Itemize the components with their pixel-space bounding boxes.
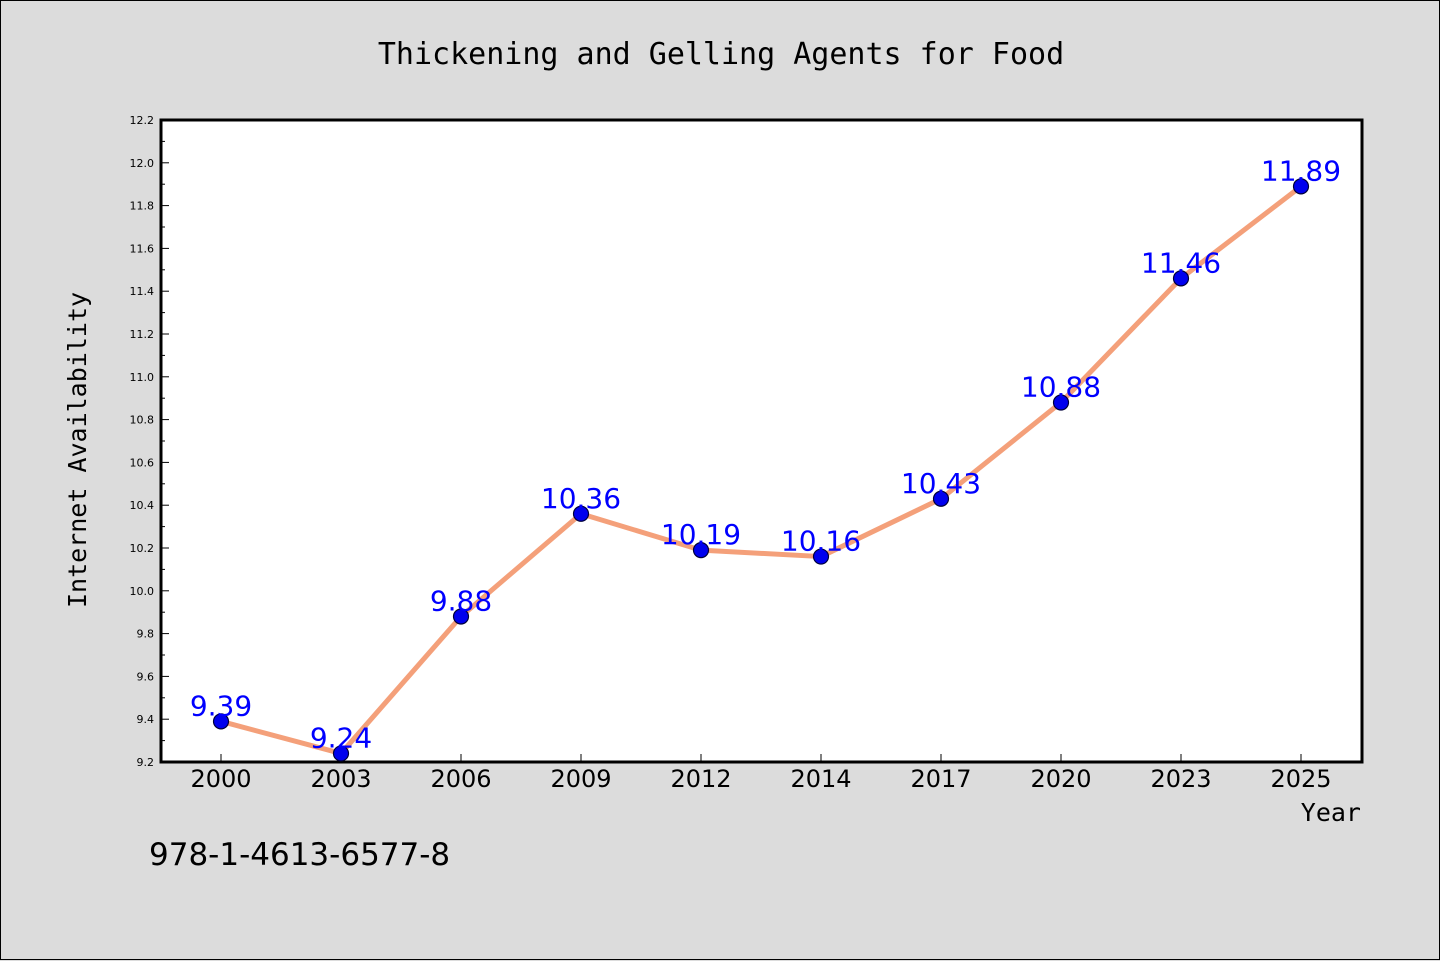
x-tick-label: 2000	[190, 765, 251, 793]
data-point	[332, 745, 350, 762]
data-point	[572, 505, 590, 522]
data-point	[212, 713, 230, 730]
y-tick-label: 11.6	[130, 242, 155, 255]
x-tick-label: 2003	[310, 765, 371, 793]
x-tick-label: 2009	[550, 765, 611, 793]
y-tick-label: 12.0	[130, 157, 155, 170]
y-tick-label: 10.2	[130, 542, 155, 555]
data-label: 9.39	[190, 689, 252, 722]
y-tick-label: 11.4	[130, 285, 155, 298]
y-tick-label: 9.6	[137, 670, 155, 683]
chart-title: Thickening and Gelling Agents for Food	[378, 37, 1064, 72]
data-point	[932, 490, 950, 507]
y-tick-label: 10.4	[130, 499, 155, 512]
y-axis-ticks: 9.2 9.4 9.6 9.8 10.0 10.2 10.4 10.6 10.8 11.0 11.2…	[130, 114, 169, 769]
data-label: 10.88	[1021, 370, 1101, 403]
x-tick-label: 2025	[1270, 765, 1331, 793]
data-label: 9.24	[310, 721, 372, 754]
data-point	[692, 542, 710, 559]
series-group: 9.39 9.24 9.88 10.36 10.19 10.16 10.43 10.88 11.…	[190, 154, 1341, 762]
x-tick-label: 2023	[1150, 765, 1211, 793]
data-label: 10.16	[781, 525, 861, 558]
y-tick-label: 9.2	[137, 756, 155, 769]
y-tick-label: 10.6	[130, 456, 155, 469]
y-tick-label: 10.8	[130, 414, 155, 427]
x-tick-label: 2020	[1030, 765, 1091, 793]
y-tick-label: 9.4	[137, 713, 155, 726]
x-tick-label: 2014	[790, 765, 851, 793]
x-axis-ticks: 2000 2003 2006 2009 2012 2014 2017 2020 2023 2025	[190, 754, 1332, 793]
x-tick-label: 2017	[910, 765, 971, 793]
data-label: 10.19	[661, 518, 741, 551]
y-tick-label: 11.0	[130, 371, 155, 384]
x-axis-label: Year	[1301, 798, 1361, 827]
y-tick-label: 11.8	[130, 200, 155, 213]
data-label: 11.89	[1261, 154, 1341, 187]
y-axis-label: Internet Availability	[63, 292, 92, 608]
data-label: 9.88	[430, 584, 492, 617]
data-point	[452, 608, 470, 625]
y-tick-label: 10.0	[130, 585, 155, 598]
x-tick-label: 2006	[430, 765, 491, 793]
data-label: 10.36	[541, 482, 621, 515]
footer-isbn-text: 978-1-4613-6577-8	[149, 837, 450, 873]
data-label: 10.43	[901, 467, 981, 500]
plot-area	[159, 118, 1364, 764]
y-tick-label: 9.8	[137, 628, 155, 641]
y-tick-label: 12.2	[130, 114, 155, 127]
data-point	[1172, 270, 1190, 287]
y-tick-label: 11.2	[130, 328, 155, 341]
data-point	[1292, 178, 1310, 195]
data-point	[812, 548, 830, 565]
data-label: 11.46	[1141, 246, 1221, 279]
x-tick-label: 2012	[670, 765, 731, 793]
series-line	[218, 183, 1304, 756]
data-point	[1052, 394, 1070, 411]
